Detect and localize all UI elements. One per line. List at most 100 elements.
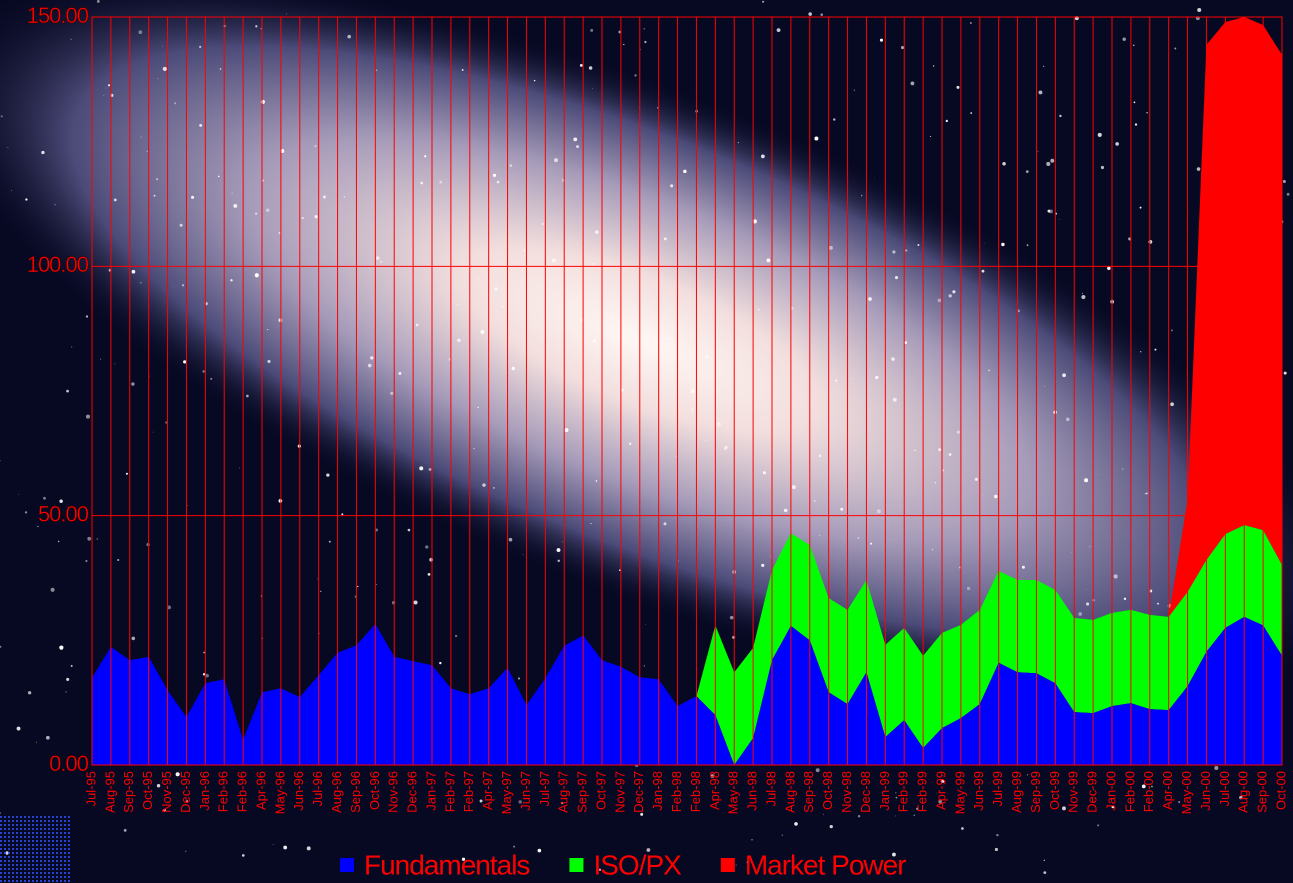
- star: [935, 792, 937, 794]
- star: [640, 812, 644, 816]
- star: [891, 357, 895, 361]
- x-tick-label: Sep-97: [575, 771, 590, 813]
- star: [1050, 158, 1055, 163]
- star: [892, 852, 896, 857]
- star: [776, 28, 781, 33]
- star: [380, 260, 383, 263]
- star: [367, 363, 372, 368]
- x-tick-label: Nov-97: [612, 771, 627, 813]
- star: [518, 800, 522, 804]
- x-tick-label: Jun-97: [518, 771, 533, 811]
- star: [1151, 785, 1153, 788]
- star: [690, 408, 694, 412]
- star: [199, 45, 202, 49]
- star: [593, 339, 596, 343]
- star: [413, 600, 418, 605]
- star: [210, 377, 213, 380]
- star: [705, 355, 709, 359]
- area: [92, 525, 1282, 765]
- star: [1174, 47, 1177, 50]
- star: [895, 792, 897, 794]
- star: [904, 341, 908, 345]
- star: [439, 661, 442, 665]
- x-tick-label: Dec-97: [631, 771, 646, 813]
- star: [579, 63, 583, 67]
- star: [477, 406, 479, 409]
- star: [96, 0, 100, 3]
- star: [691, 389, 695, 394]
- star: [415, 323, 419, 327]
- star: [895, 796, 898, 799]
- star: [938, 448, 942, 452]
- star: [914, 449, 916, 452]
- star: [254, 273, 259, 278]
- star: [419, 466, 424, 471]
- star: [932, 65, 935, 67]
- star: [1089, 546, 1091, 548]
- star: [131, 269, 136, 274]
- x-tick-label: Nov-98: [839, 771, 854, 813]
- star: [266, 208, 270, 213]
- star: [461, 69, 464, 71]
- x-tick-label: Apr-98: [707, 771, 722, 810]
- star: [1178, 801, 1181, 804]
- star: [879, 38, 884, 42]
- star: [1123, 597, 1127, 601]
- star: [199, 123, 203, 127]
- star: [428, 468, 432, 471]
- star: [202, 370, 205, 373]
- star: [1021, 565, 1025, 569]
- star: [1111, 805, 1115, 809]
- star: [41, 150, 45, 155]
- star: [152, 431, 154, 433]
- star: [716, 422, 722, 427]
- star: [161, 45, 163, 47]
- star: [720, 524, 722, 526]
- star: [255, 25, 258, 28]
- star: [996, 833, 999, 837]
- star: [833, 118, 836, 121]
- star: [314, 215, 318, 219]
- star: [0, 812, 1, 814]
- star: [1113, 574, 1118, 579]
- star: [901, 46, 905, 50]
- star: [504, 172, 506, 174]
- x-tick-label: Jan-97: [423, 771, 438, 811]
- star: [71, 346, 73, 348]
- star: [149, 375, 151, 377]
- star: [70, 664, 73, 667]
- star: [590, 28, 594, 32]
- star: [892, 397, 897, 402]
- star: [511, 366, 516, 371]
- star: [737, 141, 740, 144]
- star: [588, 66, 593, 70]
- star: [1043, 859, 1045, 861]
- star: [781, 834, 783, 836]
- star: [343, 196, 345, 198]
- star: [1139, 350, 1142, 353]
- star: [840, 507, 844, 511]
- star: [1282, 179, 1286, 183]
- star: [657, 107, 659, 109]
- star: [760, 154, 765, 159]
- x-tick-label: Jan-99: [877, 771, 892, 811]
- star: [766, 258, 771, 263]
- star: [103, 95, 105, 97]
- star: [875, 375, 879, 380]
- x-tick-label: Apr-97: [480, 771, 495, 810]
- x-tick-label: Feb-97: [442, 771, 457, 812]
- star: [762, 0, 765, 3]
- x-tick-label: Sep-00: [1255, 771, 1270, 813]
- star: [99, 358, 102, 360]
- star: [117, 558, 120, 562]
- x-tick-label: Sep-98: [801, 771, 816, 813]
- star: [370, 356, 374, 360]
- x-tick-label: Feb-97: [461, 771, 476, 812]
- star: [576, 242, 578, 244]
- star: [45, 735, 50, 740]
- star: [113, 198, 117, 202]
- star: [594, 230, 599, 234]
- star: [705, 439, 707, 441]
- star: [894, 815, 896, 817]
- star: [185, 800, 188, 803]
